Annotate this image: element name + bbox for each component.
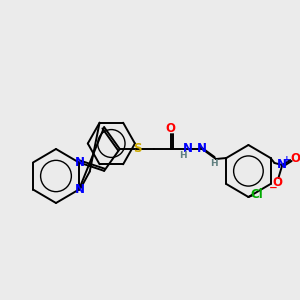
Text: N: N (197, 142, 207, 155)
Text: O: O (290, 152, 300, 164)
Text: N: N (182, 142, 193, 155)
Text: Cl: Cl (250, 188, 263, 202)
Text: O: O (166, 122, 176, 136)
Text: S: S (133, 142, 142, 155)
Text: +: + (284, 155, 291, 164)
Text: N: N (277, 158, 287, 172)
Text: N: N (75, 183, 85, 196)
Text: O: O (272, 176, 282, 190)
Text: −: − (269, 183, 278, 193)
Text: N: N (75, 156, 85, 169)
Text: H: H (210, 160, 218, 169)
Text: H: H (179, 152, 186, 160)
